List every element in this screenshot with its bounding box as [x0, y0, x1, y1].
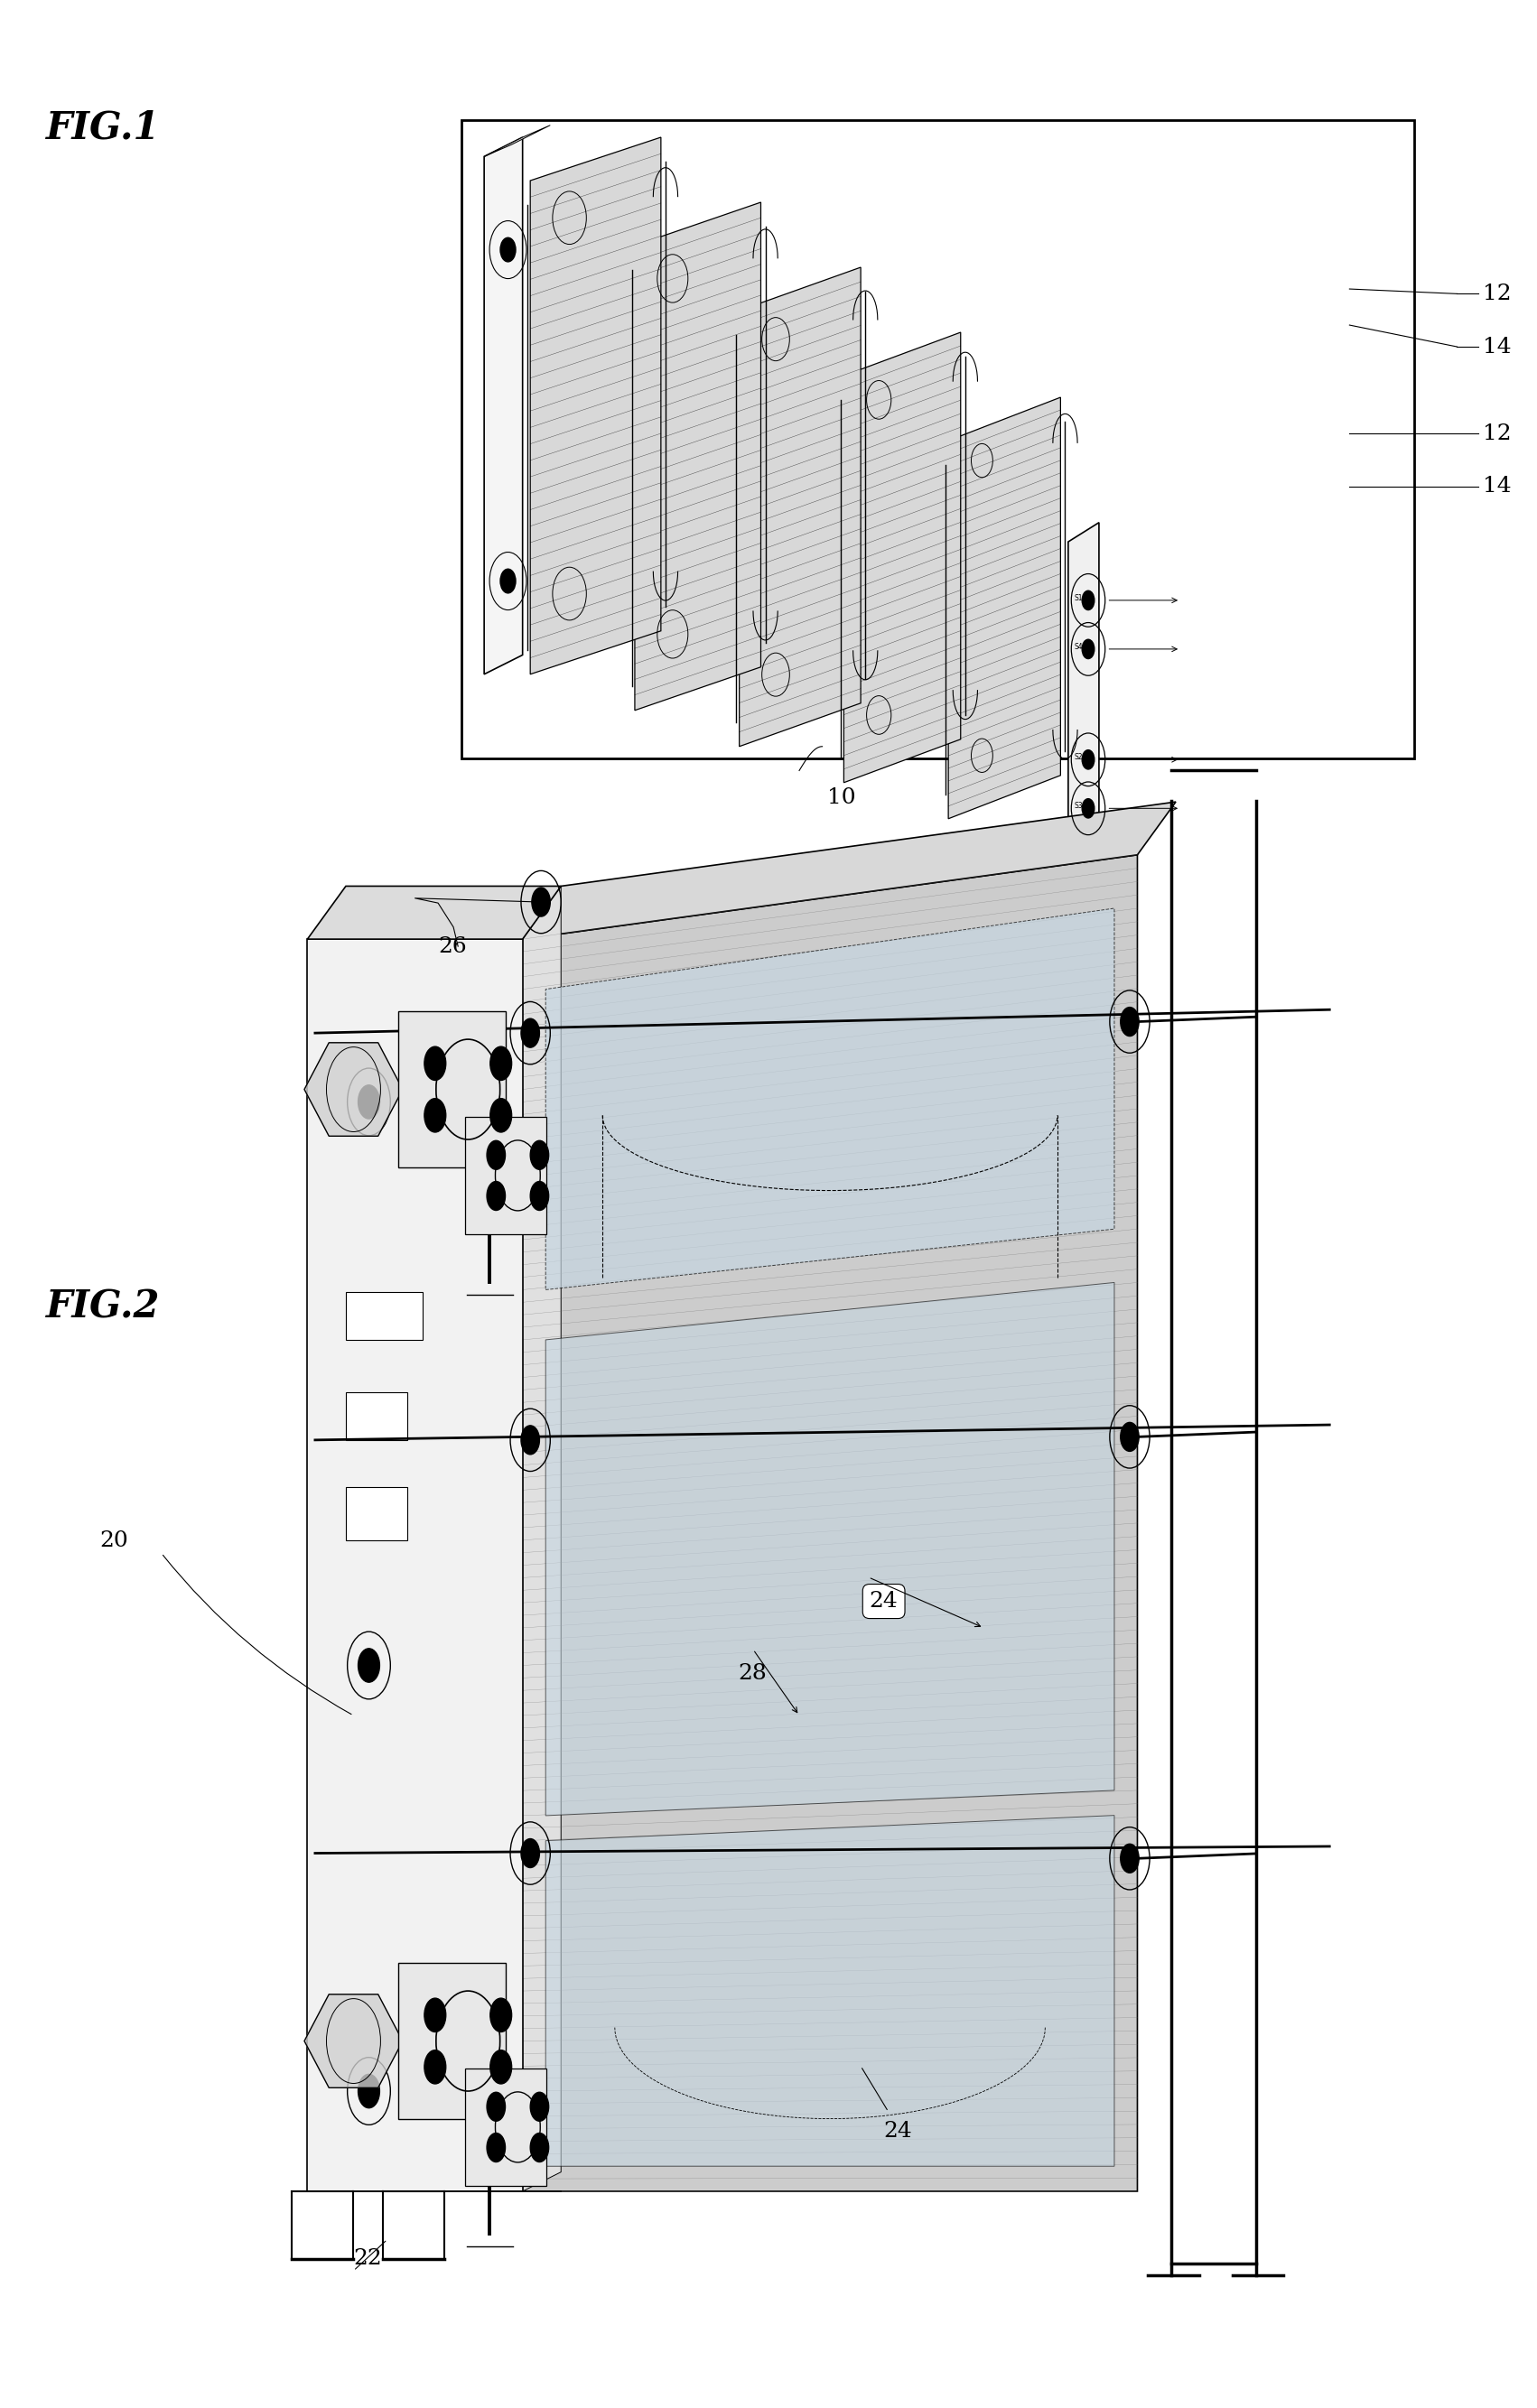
Polygon shape	[530, 137, 661, 674]
Circle shape	[487, 2133, 506, 2162]
Circle shape	[530, 1182, 549, 1211]
Circle shape	[487, 2093, 506, 2121]
Polygon shape	[1068, 523, 1099, 867]
Polygon shape	[307, 939, 523, 2191]
Text: FIG.2: FIG.2	[46, 1288, 160, 1327]
Polygon shape	[739, 267, 861, 746]
Text: FIG.1: FIG.1	[46, 108, 160, 147]
Circle shape	[1082, 641, 1094, 660]
Circle shape	[521, 1426, 539, 1454]
Circle shape	[521, 1019, 539, 1047]
Circle shape	[490, 1999, 512, 2032]
Bar	[461, 120, 1414, 759]
Text: S2: S2	[1074, 754, 1084, 761]
Circle shape	[501, 568, 516, 592]
Circle shape	[1120, 1845, 1139, 1873]
Circle shape	[521, 1840, 539, 1869]
Circle shape	[490, 1098, 512, 1132]
Text: 24: 24	[884, 2121, 913, 2141]
Circle shape	[358, 1086, 380, 1120]
Bar	[398, 1011, 506, 1168]
Text: 24: 24	[870, 1592, 898, 1611]
Polygon shape	[307, 886, 561, 939]
Polygon shape	[546, 1816, 1114, 2167]
Bar	[398, 1963, 506, 2119]
Polygon shape	[304, 1043, 403, 1137]
Polygon shape	[484, 125, 550, 157]
Bar	[466, 2068, 546, 2186]
Circle shape	[1082, 799, 1094, 819]
Text: 12: 12	[1483, 424, 1512, 443]
Circle shape	[532, 889, 550, 917]
Text: 10: 10	[827, 787, 856, 809]
Text: S3: S3	[1074, 802, 1084, 809]
Polygon shape	[635, 202, 761, 710]
Circle shape	[358, 1649, 380, 1683]
Text: S4: S4	[1074, 643, 1084, 650]
Polygon shape	[948, 397, 1061, 819]
Text: 14: 14	[1483, 337, 1512, 356]
Circle shape	[1120, 1007, 1139, 1035]
Text: 14: 14	[1483, 477, 1512, 496]
Circle shape	[424, 1999, 446, 2032]
Polygon shape	[523, 802, 1176, 939]
Circle shape	[424, 1047, 446, 1081]
Bar	[346, 1488, 407, 1541]
Text: 28: 28	[738, 1664, 767, 1683]
Circle shape	[490, 2049, 512, 2083]
Text: 26: 26	[438, 937, 467, 956]
Circle shape	[424, 1098, 446, 1132]
Circle shape	[1120, 1423, 1139, 1452]
Text: S1: S1	[1074, 595, 1084, 602]
Circle shape	[530, 2133, 549, 2162]
Circle shape	[424, 2049, 446, 2083]
Polygon shape	[304, 1994, 403, 2088]
Polygon shape	[523, 886, 561, 2191]
Circle shape	[487, 1182, 506, 1211]
Polygon shape	[523, 855, 1137, 2191]
Circle shape	[358, 2073, 380, 2107]
Circle shape	[1082, 749, 1094, 768]
Circle shape	[1082, 590, 1094, 609]
Text: 20: 20	[100, 1531, 129, 1551]
Text: 12: 12	[1483, 284, 1512, 303]
Circle shape	[530, 2093, 549, 2121]
Circle shape	[487, 1141, 506, 1170]
Circle shape	[501, 238, 516, 262]
Polygon shape	[546, 908, 1114, 1291]
Bar	[346, 1392, 407, 1440]
Polygon shape	[844, 332, 961, 783]
Circle shape	[490, 1047, 512, 1081]
Polygon shape	[546, 1283, 1114, 1816]
Circle shape	[530, 1141, 549, 1170]
Bar	[466, 1117, 546, 1235]
Bar	[346, 1291, 423, 1339]
Polygon shape	[484, 137, 523, 674]
Text: 22: 22	[354, 2249, 383, 2268]
